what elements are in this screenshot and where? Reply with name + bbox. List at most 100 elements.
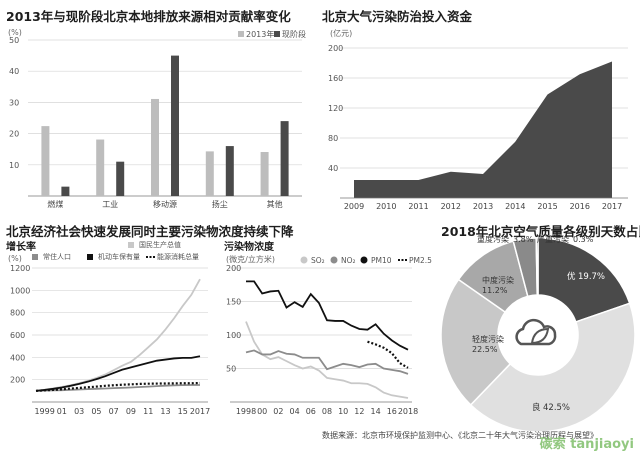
growth-line [35, 384, 200, 392]
x-tick-label: 2013 [473, 202, 493, 211]
x-tick-label: 07 [109, 407, 119, 416]
bar-2013 [96, 139, 105, 196]
pie-slice [535, 237, 539, 296]
bar-2013 [205, 151, 214, 196]
y-tick-label: 600 [10, 331, 25, 340]
legend-swatch [300, 256, 308, 264]
airquality-title: 2018年北京空气质量各级别天数占比 [441, 224, 640, 239]
x-tick-label: 2012 [441, 202, 461, 211]
x-tick-label: 2015 [537, 202, 557, 211]
legend-swatch [238, 31, 244, 37]
bar-current [280, 121, 289, 196]
x-tick-label: 10 [338, 407, 348, 416]
y-tick-label: 40 [328, 164, 338, 173]
x-tick-label: 2016 [570, 202, 590, 211]
slice-percent: 19.7% [578, 272, 605, 282]
donut-hole [500, 297, 576, 373]
growth-title: 北京经济社会快速发展同时主要污染物浓度持续下降 [6, 224, 294, 239]
x-tick-label: 09 [126, 407, 136, 416]
x-tick-label: 04 [290, 407, 300, 416]
y-tick-label: 200 [328, 44, 343, 53]
sources-unit: (%) [8, 28, 22, 37]
y-tick-label: 50 [9, 36, 19, 45]
y-tick-label: 100 [226, 331, 241, 340]
legend-label: 2013年 [246, 29, 274, 39]
y-tick-label: 50 [226, 365, 236, 374]
y-tick-label: 150 [226, 298, 241, 307]
x-tick-label: 扬尘 [212, 199, 228, 209]
legend-label: 机动车保有量 [98, 252, 140, 261]
x-tick-label: 2017 [190, 407, 210, 416]
slice-percent: 11.2% [482, 286, 508, 295]
legend-label: 国民生产总值 [139, 240, 181, 249]
bar-2013 [41, 126, 50, 196]
x-tick-label: 01 [57, 407, 67, 416]
investment-unit: (亿元) [330, 29, 353, 38]
x-tick-label: 2009 [344, 202, 364, 211]
x-tick-label: 1999 [34, 407, 54, 416]
y-tick-label: 40 [9, 67, 19, 76]
legend-swatch [274, 31, 280, 37]
slice-name: 优 [567, 271, 576, 282]
y-tick-label: 10 [9, 161, 19, 170]
x-tick-label: 15 [178, 407, 188, 416]
legend-swatch [87, 254, 93, 260]
legend-label: NO₂ [341, 256, 356, 265]
bar-current [171, 55, 179, 196]
y-tick-label: 20 [9, 130, 19, 139]
y-tick-label: 120 [328, 104, 343, 113]
sources-chart: 10 20 30 40 50 燃煤 工业 移动源 扬尘 其他 2013年 现阶段 [9, 29, 306, 209]
y-tick-label: 30 [9, 98, 19, 107]
pollutant-unit: (微克/立方米) [226, 255, 275, 264]
slice-name: 轻度污染 [472, 334, 504, 344]
data-source-note: 数据来源：北京市环境保护监测中心、《北京二十年大气污染治理历程与展望》 [322, 431, 598, 440]
bar-current [61, 186, 70, 196]
legend-swatch [128, 242, 134, 248]
x-tick-label: 1998 [236, 407, 256, 416]
y-tick-label: 800 [10, 309, 25, 318]
slice-name: 重度污染 [477, 234, 509, 244]
x-tick-label: 06 [306, 407, 316, 416]
growth-unit: (%) [8, 254, 22, 263]
x-tick-label: 13 [160, 407, 170, 416]
x-tick-label: 燃煤 [47, 199, 63, 209]
pollutant-subtitle: 污染物浓度 [224, 242, 274, 253]
x-tick-label: 12 [354, 407, 364, 416]
legend-label: PM10 [371, 256, 392, 265]
slice-percent: 22.5% [472, 345, 498, 354]
y-tick-label: 400 [10, 353, 25, 362]
y-tick-label: 80 [328, 134, 338, 143]
legend-label: 现阶段 [282, 29, 306, 39]
x-tick-label: 14 [371, 407, 381, 416]
slice-name: 严重污染 [537, 234, 569, 244]
growth-line [35, 355, 201, 392]
x-tick-label: 2018 [398, 407, 418, 416]
pie-slice [537, 237, 631, 323]
x-tick-label: 16 [387, 407, 397, 416]
legend-label: PM2.5 [409, 256, 432, 265]
area-series [354, 61, 612, 198]
watermark-logo: 碳索 tanjiaoyi [540, 433, 634, 452]
investment-chart: 40 80 120 160 200 2009 2010 2011 2012 2013 2014 201… [328, 44, 628, 211]
watermark-text: 碳索 tanjiaoyi [539, 437, 634, 452]
x-tick-label: 工业 [102, 199, 118, 209]
legend-swatch [360, 256, 368, 264]
x-tick-label: 2014 [505, 202, 525, 211]
slice-percent: 0.3% [573, 235, 594, 244]
slice-name: 中度污染 [482, 275, 514, 285]
legend-label: 能源消耗总量 [157, 252, 199, 261]
growth-line [35, 381, 201, 392]
sources-title: 2013年与现阶段北京本地排放来源相对贡献率变化 [6, 9, 291, 24]
y-tick-label: 200 [10, 376, 25, 385]
y-tick-label: 160 [328, 74, 343, 83]
legend-swatch [330, 256, 338, 264]
pollutant-line [245, 321, 409, 399]
x-tick-label: 2011 [408, 202, 428, 211]
pollutant-line [246, 280, 409, 351]
x-tick-label: 02 [273, 407, 283, 416]
y-tick-label: 1200 [10, 264, 30, 273]
y-tick-label: 200 [226, 264, 241, 273]
cloud-icon [515, 318, 557, 346]
